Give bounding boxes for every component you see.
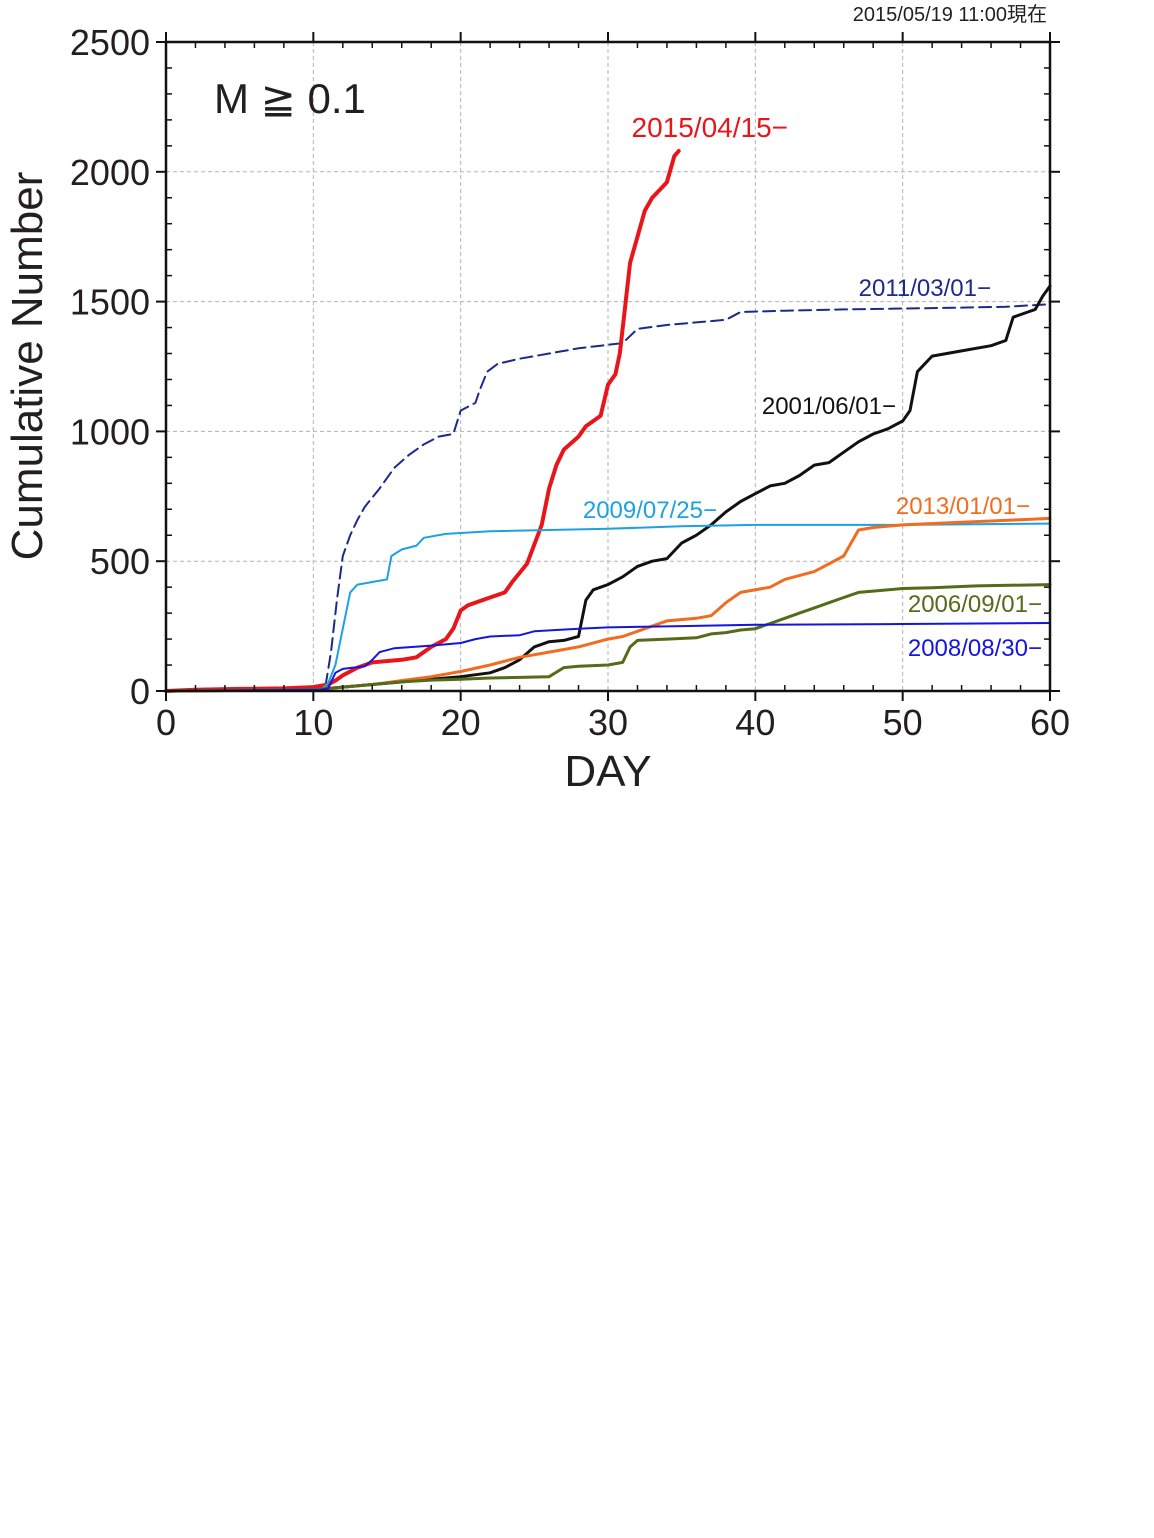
x-axis-title: DAY <box>564 747 651 796</box>
x-tick-label: 10 <box>293 702 333 743</box>
y-tick-label: 0 <box>130 671 150 712</box>
series-line-0 <box>165 303 1051 692</box>
y-tick-label: 1500 <box>70 282 150 323</box>
magnitude-annotation: M ≧ 0.1 <box>214 75 366 122</box>
series-line-5 <box>164 583 1052 693</box>
series-label-5: 2006/09/01− <box>908 591 1042 618</box>
y-tick-label: 1000 <box>70 411 150 452</box>
y-tick-label: 500 <box>90 541 150 582</box>
series-label-0: 2011/03/01− <box>859 275 991 302</box>
series-label-3: 2009/07/25− <box>583 497 717 524</box>
series-labels: 2011/03/01− 2015/04/15− 2001/06/01− 2009/07… <box>583 112 1042 662</box>
timestamp-label: 2015/05/19 11:00現在 <box>853 3 1047 26</box>
series-line-3 <box>165 522 1051 692</box>
x-tick-label: 30 <box>588 702 628 743</box>
x-tick-label: 20 <box>441 702 481 743</box>
ticks: 0 10 20 30 40 50 60 0 500 1000 1500 2000 2500 <box>70 22 1070 743</box>
series-line-2 <box>164 284 1052 693</box>
series-lines <box>164 149 1052 693</box>
series-label-2: 2001/06/01− <box>762 393 896 420</box>
series-line-4 <box>164 516 1052 693</box>
y-axis-title: Cumulative Number <box>3 172 52 561</box>
y-tick-label: 2500 <box>70 22 150 63</box>
x-tick-label: 40 <box>735 702 775 743</box>
x-tick-label: 60 <box>1030 702 1070 743</box>
series-label-4: 2013/01/01− <box>896 493 1030 520</box>
series-line-6 <box>165 622 1051 692</box>
x-tick-label: 50 <box>883 702 923 743</box>
series-line-1 <box>164 149 681 693</box>
series-label-6: 2008/08/30− <box>908 635 1042 662</box>
x-tick-label: 0 <box>156 702 176 743</box>
series-label-1: 2015/04/15− <box>632 112 789 143</box>
grid <box>166 42 1050 691</box>
y-tick-label: 2000 <box>70 152 150 193</box>
